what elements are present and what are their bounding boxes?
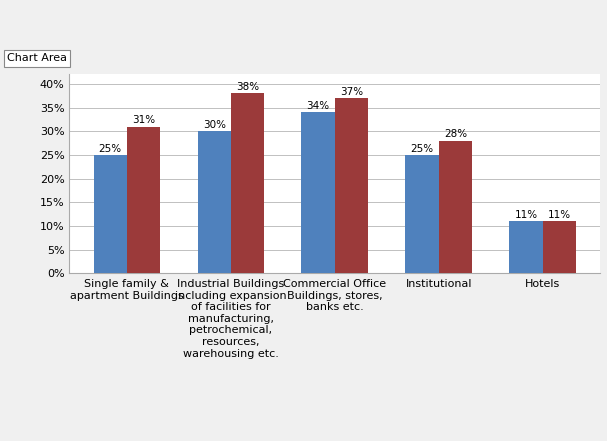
Text: 37%: 37% <box>340 87 363 97</box>
Text: 30%: 30% <box>203 120 226 130</box>
Text: Chart Area: Chart Area <box>7 53 67 64</box>
Text: 25%: 25% <box>410 144 433 153</box>
Bar <box>543 221 576 273</box>
Bar <box>197 131 231 273</box>
Bar <box>127 127 160 273</box>
Bar <box>302 112 334 273</box>
Bar <box>334 98 368 273</box>
Bar <box>509 221 543 273</box>
Text: 11%: 11% <box>548 210 571 220</box>
Bar <box>231 93 264 273</box>
Text: 34%: 34% <box>307 101 330 111</box>
Bar <box>93 155 127 273</box>
Text: 31%: 31% <box>132 115 155 125</box>
Bar <box>439 141 472 273</box>
Text: 38%: 38% <box>236 82 259 92</box>
Text: 11%: 11% <box>515 210 538 220</box>
Text: 28%: 28% <box>444 129 467 139</box>
Text: 25%: 25% <box>98 144 122 153</box>
Bar <box>405 155 439 273</box>
